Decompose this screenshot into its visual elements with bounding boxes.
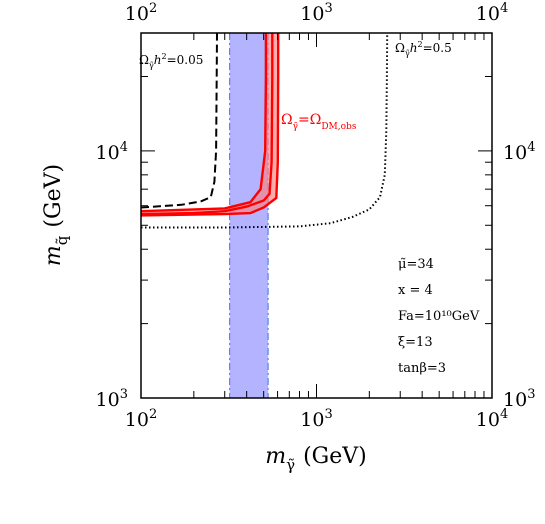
x-tick-label-top: 104 (476, 1, 508, 25)
x-tick-label-top: 103 (300, 1, 332, 25)
annotation-red: Ωγ̃=ΩDM,obs (281, 112, 357, 132)
x-axis-title: mγ̃ (GeV) (265, 444, 367, 474)
y-tick-label-right: 103 (503, 387, 535, 411)
series-line-2 (141, 33, 274, 216)
x-axis-title-sub: γ̃ (286, 456, 295, 474)
y-tick-label-left: 104 (96, 140, 128, 164)
x-tick-label-bottom: 103 (300, 407, 332, 431)
x-tick-label-bottom: 102 (125, 407, 157, 431)
series-line-4 (141, 33, 280, 217)
x-axis-title-unit: (GeV) (303, 444, 367, 469)
param-x: x = 4 (398, 283, 433, 298)
relic-band (141, 33, 279, 216)
vertical-band (229, 33, 269, 398)
y-tick-label-left: 103 (96, 387, 128, 411)
param-fa: Fa=10¹⁰GeV (398, 309, 480, 324)
y-tick-label-right: 104 (503, 140, 535, 164)
y-axis-title-sub: q̃ (53, 235, 71, 245)
x-axis-title-base: m (265, 444, 286, 469)
param-tanbeta: tanβ=3 (398, 361, 446, 376)
series-line-0 (141, 33, 218, 209)
annotation-dashed: Ωγ̃h2=0.05 (139, 52, 203, 70)
param-xi: ξ=13 (398, 335, 433, 350)
annotation-dotted: Ωγ̃h2=0.5 (395, 40, 452, 58)
y-axis-title: mq̃ (GeV) (41, 164, 71, 266)
y-axis-title-base: m (41, 245, 66, 266)
x-tick-label-bottom: 104 (476, 407, 508, 431)
y-axis-title-unit: (GeV) (41, 164, 66, 228)
param-mu: μ̃=34 (398, 257, 434, 272)
series-line-3 (141, 33, 268, 213)
x-tick-label-top: 102 (125, 1, 157, 25)
